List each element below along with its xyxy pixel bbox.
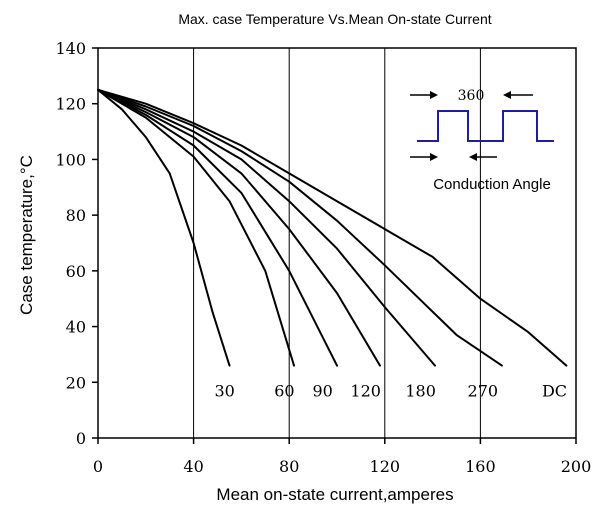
plot-frame [97, 47, 577, 439]
y-tick-label-0: 0 [76, 429, 86, 448]
series-labels: 30 60 90 120 180 270 DC [214, 382, 567, 401]
series-label-60: 60 [274, 382, 294, 401]
series-line-dc [97, 88, 568, 367]
y-tick-label-80: 80 [66, 206, 86, 225]
series-label-120: 120 [350, 382, 381, 401]
conduction-angle-inset: 360 Conduction Angle [410, 88, 554, 193]
x-tick-label-40: 40 [183, 457, 203, 476]
series-line-270 [97, 88, 503, 367]
y-tick-label-120: 120 [55, 95, 86, 114]
y-axis-label: Case temperature,°C [17, 155, 36, 315]
series-line-120 [97, 88, 381, 367]
series-label-30: 30 [214, 382, 234, 401]
y-tick-label-140: 140 [55, 39, 86, 58]
series-label-90: 90 [312, 382, 332, 401]
conduction-arrowhead-left-icon [430, 153, 438, 161]
grid-lines [193, 48, 481, 438]
x-tick-label-120: 120 [370, 457, 401, 476]
series-line-180 [97, 88, 436, 367]
y-tick-label-40: 40 [66, 318, 86, 337]
conduction-arrowhead-right-icon [469, 153, 477, 161]
y-tick-label-20: 20 [66, 373, 86, 392]
axes [92, 47, 577, 444]
x-tick-label-0: 0 [93, 457, 103, 476]
x-tick-label-200: 200 [561, 457, 592, 476]
series-label-dc: DC [542, 382, 567, 401]
conduction-angle-caption: Conduction Angle [433, 176, 551, 193]
angle-arrowhead-right-icon [503, 91, 511, 99]
series-label-180: 180 [405, 382, 436, 401]
x-tick-label-80: 80 [279, 457, 299, 476]
series-label-270: 270 [468, 382, 499, 401]
x-axis-label: Mean on-state current,amperes [216, 485, 453, 504]
chart-title: Max. case Temperature Vs.Mean On-state C… [178, 11, 491, 27]
y-tick-label-100: 100 [55, 150, 86, 169]
y-tick-label-60: 60 [66, 262, 86, 281]
series-line-60 [97, 88, 295, 367]
tick-labels: 0 20 40 60 80 100 120 140 0 40 80 120 160 200 [55, 39, 591, 476]
series-line-90 [97, 88, 338, 367]
series-line-30 [97, 88, 231, 367]
x-tick-label-160: 160 [465, 457, 496, 476]
conduction-waveform [417, 110, 554, 142]
series-lines [97, 88, 568, 367]
angle-arrowhead-left-icon [430, 91, 438, 99]
conduction-angle-value: 360 [458, 88, 485, 104]
